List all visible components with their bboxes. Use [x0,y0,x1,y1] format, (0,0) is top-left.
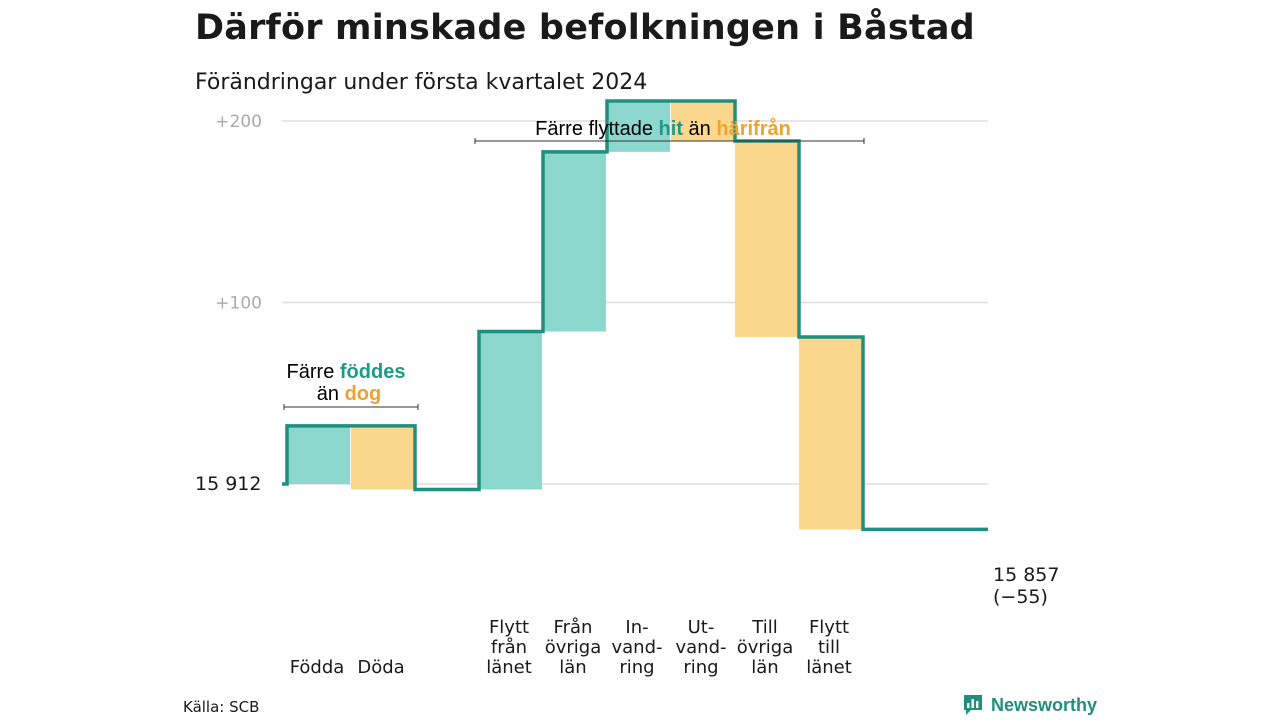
waterfall-bar [287,425,350,484]
category-label: Flytt [489,617,529,638]
moves-annotation-mid: än [689,118,711,140]
chart-subtitle: Förändringar under första kvartalet 2024 [195,70,648,95]
newsworthy-chart-bubble-icon [964,695,982,715]
category-label: Från [554,617,593,638]
waterfall-bar [479,331,542,490]
category-label: från [491,637,527,658]
waterfall-bar [607,101,670,152]
y-tick-label: +200 [215,112,262,132]
births-annotation-prefix: Färre [287,361,335,383]
source-note: Källa: SCB [183,698,260,716]
start-value-label: 15 912 [195,473,261,495]
waterfall-bar [351,425,414,490]
category-labels: Födda DödaFlyttfrånlänetFrånövrigalänIn-v… [290,617,852,678]
moves-annotation: Färre flyttade hit än härifrån [474,117,865,144]
category-label: till [818,637,840,658]
category-label: övriga [545,637,602,658]
y-tick-labels: +200 +100 [215,112,262,314]
category-label: Döda [357,657,404,678]
category-label: vand- [675,637,726,658]
chart-title: Därför minskade befolkningen i Båstad [195,8,975,48]
births-annotation-teal: föddes [340,361,406,383]
brand-name: Newsworthy [991,694,1098,715]
category-label: övriga [737,637,794,658]
births-annotation: Färre föddes än dog [283,361,419,410]
waterfall-bar [543,151,606,332]
moves-annotation-text: Färre flyttade hit än härifrån [535,117,791,140]
births-bracket [283,404,419,410]
births-annotation-line1: Färre föddes [287,361,406,383]
category-label: ring [683,657,718,678]
category-label: Flytt [809,617,849,638]
category-label: län [751,657,778,678]
category-label: länet [806,657,852,678]
brand-logo[interactable]: Newsworthy [962,693,1097,717]
moves-annotation-prefix: Färre flyttade [535,118,653,140]
category-label: ring [619,657,654,678]
moves-bracket [474,138,865,144]
category-label: Till [751,617,777,638]
moves-annotation-teal: hit [659,118,684,140]
waterfall-bar [671,101,734,141]
category-label: In- [625,617,648,638]
category-label: vand- [611,637,662,658]
moves-annotation-orange: härifrån [716,117,790,140]
bars [287,101,862,530]
births-annotation-orange: dog [345,383,382,405]
category-label: länet [486,657,532,678]
end-value-label: 15 857 [993,564,1059,586]
end-change-label: (−55) [993,586,1048,608]
births-annotation-line2: än dog [317,383,381,405]
waterfall-bar [799,336,862,530]
category-label: Ut- [688,617,715,638]
step-line [282,99,988,532]
y-tick-label: +100 [215,294,262,314]
births-annotation-mid: än [317,383,339,405]
waterfall-bar [735,140,798,337]
category-label: Födda [290,657,345,678]
category-label: län [559,657,586,678]
